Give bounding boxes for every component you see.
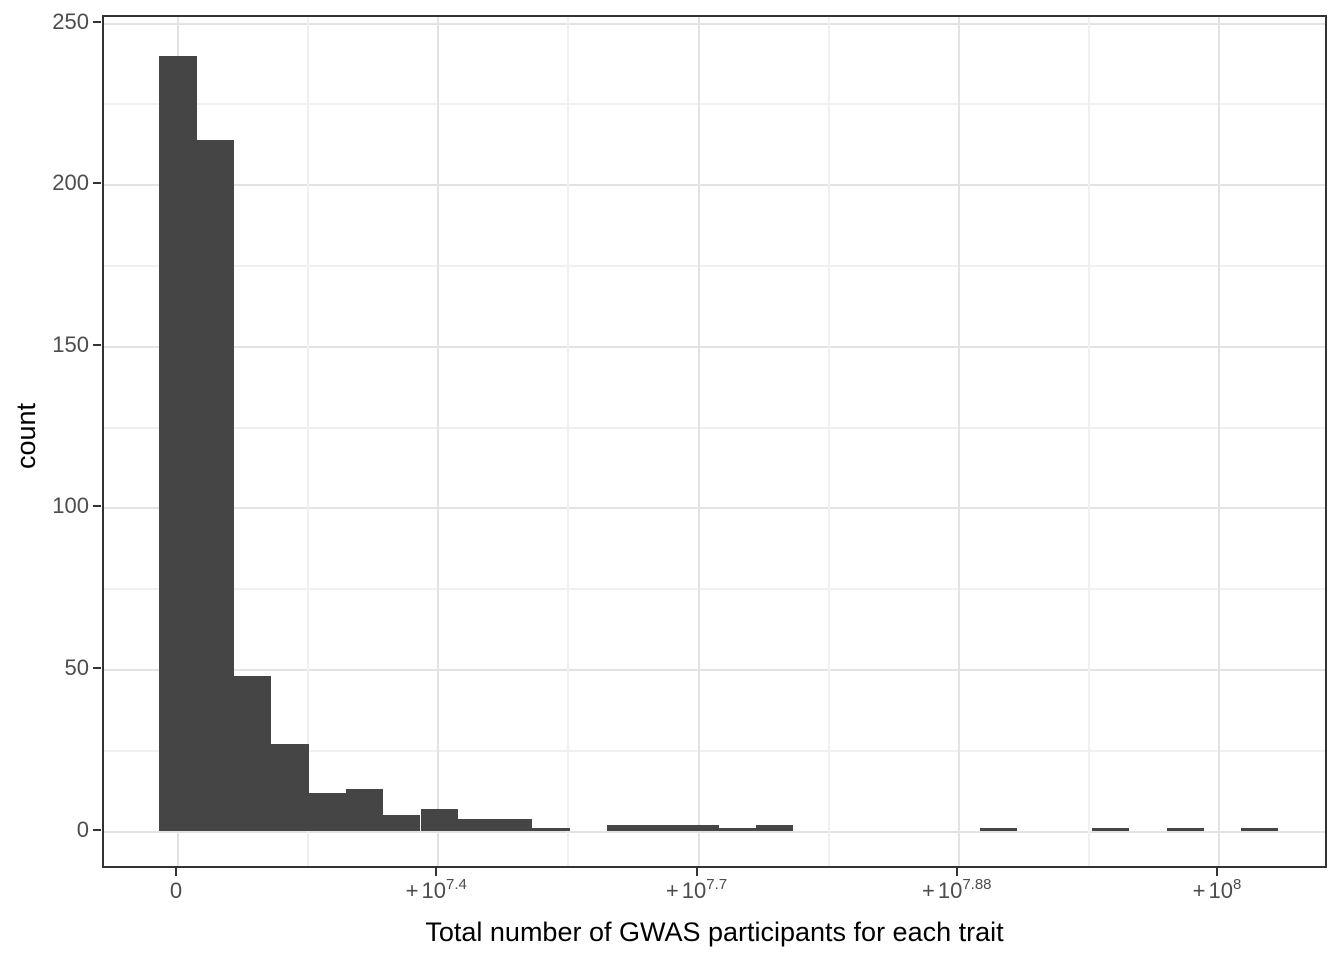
x-tick-plus-sign: + — [1192, 878, 1206, 903]
histogram-bar — [159, 56, 197, 832]
x-tick-base: 10 — [681, 878, 707, 903]
gridline-vertical-major — [437, 17, 440, 866]
x-tick-base: 10 — [937, 878, 963, 903]
y-tick-mark — [93, 182, 101, 185]
histogram-bar — [681, 825, 719, 832]
x-tick-mark — [695, 868, 698, 876]
gridline-vertical-minor — [567, 17, 570, 866]
y-tick-label: 200 — [52, 170, 89, 196]
x-tick-label: +107.88 — [877, 876, 1037, 904]
plot-panel — [102, 15, 1327, 868]
histogram-bar — [457, 818, 496, 832]
x-tick-base: 0 — [169, 878, 183, 903]
x-axis-title: Total number of GWAS participants for ea… — [425, 917, 1004, 947]
y-tick-label: 0 — [76, 816, 89, 842]
gridline-horizontal-minor — [104, 103, 1325, 106]
x-tick-exponent: 7.7 — [706, 876, 728, 893]
x-tick-plus-sign: + — [921, 878, 935, 903]
x-tick-label: +108 — [1137, 876, 1297, 904]
x-tick-exponent: 7.88 — [962, 876, 992, 893]
histogram-bar — [532, 828, 570, 832]
histogram-bar — [607, 825, 645, 832]
y-tick-label: 150 — [52, 331, 89, 357]
y-tick-mark — [93, 505, 101, 508]
histogram-bar — [495, 818, 533, 832]
x-tick-label: 0 — [96, 878, 256, 904]
histogram-bar — [420, 808, 458, 832]
gridline-vertical-minor — [307, 17, 310, 866]
gridline-horizontal-major — [104, 184, 1325, 187]
gridline-horizontal-major — [104, 345, 1325, 348]
y-tick-label: 250 — [52, 8, 89, 34]
histogram-bar — [196, 140, 234, 832]
histogram-bar — [271, 744, 309, 832]
gridline-horizontal-minor — [104, 588, 1325, 591]
gridline-horizontal-major — [104, 668, 1325, 671]
y-tick-mark — [93, 666, 101, 669]
gridline-horizontal-major — [104, 507, 1325, 510]
gridline-horizontal-minor — [104, 265, 1325, 268]
histogram-bar — [234, 676, 272, 832]
x-tick-mark — [1216, 868, 1218, 876]
histogram-bar — [1091, 828, 1130, 832]
gridline-vertical-major — [957, 17, 960, 866]
histogram-bar — [644, 825, 682, 832]
gridline-horizontal-minor — [104, 749, 1325, 752]
x-tick-exponent: 8 — [1233, 876, 1242, 893]
x-tick-mark — [435, 868, 438, 876]
x-tick-base: 10 — [1208, 878, 1233, 903]
y-axis-title: count — [11, 402, 41, 470]
x-tick-base: 10 — [421, 878, 446, 903]
histogram-bar — [345, 789, 384, 832]
y-tick-mark — [93, 828, 101, 831]
histogram-bar — [1241, 828, 1279, 832]
y-tick-label: 100 — [52, 493, 89, 519]
gridline-vertical-minor — [827, 17, 830, 866]
gridline-horizontal-minor — [104, 426, 1325, 429]
gridline-vertical-major — [697, 17, 700, 866]
x-tick-plus-sign: + — [665, 878, 679, 903]
gridline-vertical-major — [1218, 17, 1220, 866]
histogram-bar — [756, 825, 794, 832]
gridline-horizontal-major — [104, 830, 1325, 833]
gridline-horizontal-major — [104, 22, 1325, 25]
histogram-bar — [980, 828, 1018, 832]
histogram-bar — [308, 792, 346, 832]
x-tick-mark — [175, 868, 177, 876]
histogram-bar — [1166, 828, 1204, 832]
y-tick-mark — [93, 20, 101, 23]
histogram-bar — [718, 828, 757, 832]
x-tick-exponent: 7.4 — [445, 876, 467, 893]
x-tick-mark — [955, 868, 958, 876]
gridline-vertical-minor — [1087, 17, 1090, 866]
histogram-bar — [383, 815, 421, 832]
x-tick-label: +107.7 — [617, 876, 777, 904]
x-tick-plus-sign: + — [405, 878, 419, 903]
y-tick-label: 50 — [64, 654, 89, 680]
y-tick-mark — [93, 343, 101, 346]
x-tick-label: +107.4 — [356, 876, 516, 904]
